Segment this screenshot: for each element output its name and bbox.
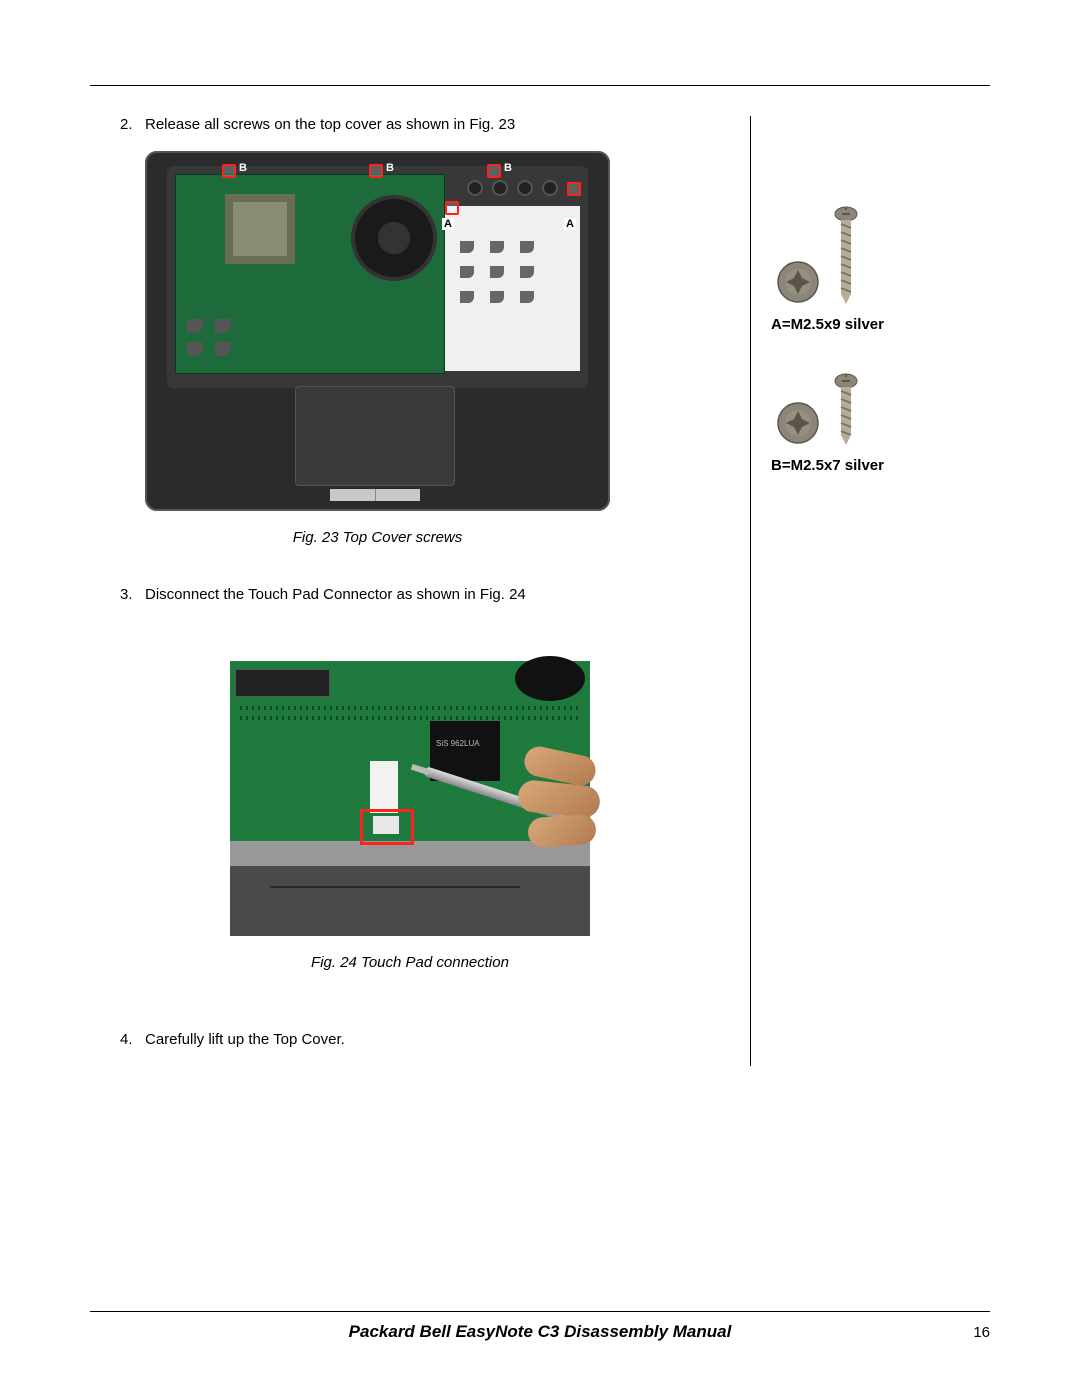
drive-bay [445,206,580,371]
step-number: 4. [120,1031,145,1048]
screw-side-icon [834,206,858,304]
bottom-rule [90,1311,990,1312]
screw-a-marker [445,201,459,215]
top-rule [90,85,990,86]
chip-label: SiS 962LUA [436,739,480,748]
step-2: 2. Release all screws on the top cover a… [120,116,730,133]
screw-b-marker [487,164,501,178]
screw-b-marker [222,164,236,178]
touchpad-buttons [330,489,420,501]
screw-a-label: A [564,218,576,230]
step-4: 4. Carefully lift up the Top Cover. [120,1031,730,1048]
figure-23: B B B A A [145,151,730,546]
step-3: 3. Disconnect the Touch Pad Connector as… [120,586,730,603]
screw-b-label: B [239,162,247,174]
step-text: Carefully lift up the Top Cover. [145,1031,730,1048]
finger [527,814,597,849]
touchpad [295,386,455,486]
screw-head-top-icon [776,260,820,304]
page-footer: Packard Bell EasyNote C3 Disassembly Man… [90,1311,990,1342]
footer-title: Packard Bell EasyNote C3 Disassembly Man… [130,1322,950,1342]
screw-b-label: B [504,162,512,174]
cooling-fan [355,199,433,277]
laptop-top-cover-illustration: B B B A A [145,151,610,511]
screw-b-marker [369,164,383,178]
ribbon-cable [370,761,398,813]
figure-23-caption: Fig. 23 Top Cover screws [145,529,610,546]
screw-a-illustration [776,206,1011,304]
screw-b-label: B [386,162,394,174]
screw-side-icon [834,373,858,445]
screw-a-label: A=M2.5x9 silver [771,316,1011,333]
screw-b-label: B=M2.5x7 silver [771,457,1011,474]
content-row: 2. Release all screws on the top cover a… [90,116,990,1066]
sidebar: A=M2.5x9 silver [750,116,1011,1066]
screw-a-marker [567,182,581,196]
screw-head-top-icon [776,401,820,445]
screw-a-label: A [442,218,454,230]
touchpad-connector-illustration: SiS 962LUA [230,661,590,936]
cpu-socket [225,194,295,264]
screw-b-illustration [776,373,1011,445]
step-number: 2. [120,116,145,133]
connector-highlight [360,809,414,845]
step-number: 3. [120,586,145,603]
figure-24-caption: Fig. 24 Touch Pad connection [90,954,730,971]
figure-24: SiS 962LUA Fig. 24 Touch Pad connection [90,661,730,971]
page-number: 16 [950,1324,990,1341]
step-text: Release all screws on the top cover as s… [145,116,730,133]
step-text: Disconnect the Touch Pad Connector as sh… [145,586,730,603]
main-column: 2. Release all screws on the top cover a… [90,116,750,1066]
